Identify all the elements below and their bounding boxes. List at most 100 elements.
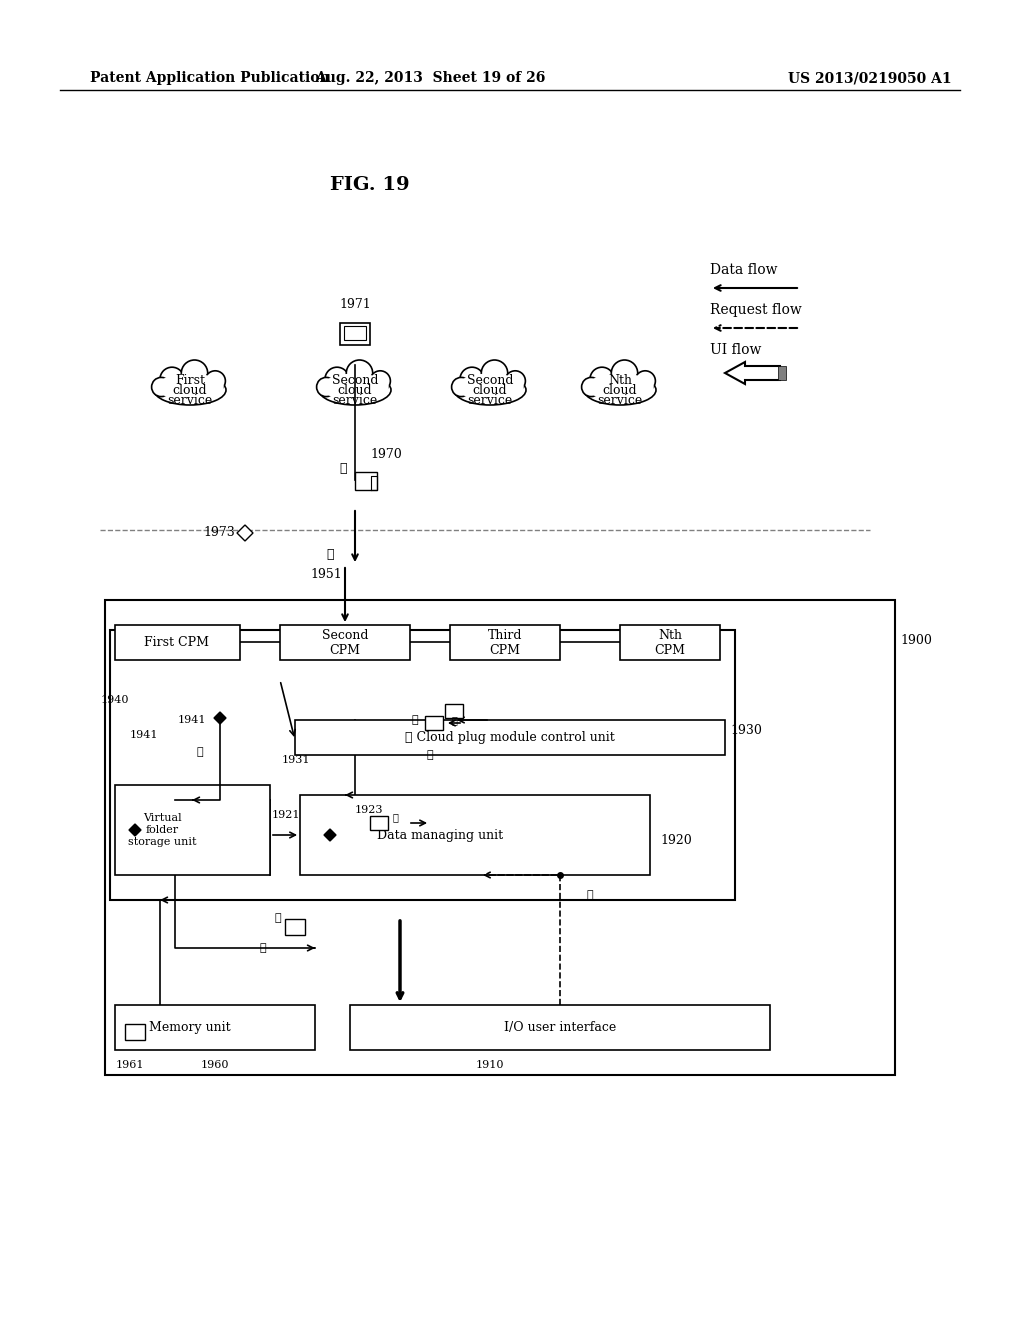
Text: ⓖ: ⓖ [197, 747, 204, 756]
Text: cloud: cloud [603, 384, 637, 396]
Polygon shape [324, 829, 336, 841]
Text: Second
CPM: Second CPM [322, 630, 369, 657]
Text: Ⓑ: Ⓑ [260, 942, 266, 953]
Ellipse shape [319, 375, 391, 405]
Text: Memory unit: Memory unit [150, 1020, 230, 1034]
FancyBboxPatch shape [350, 1005, 770, 1049]
Polygon shape [129, 824, 141, 836]
FancyBboxPatch shape [620, 624, 720, 660]
Circle shape [635, 371, 655, 391]
Text: 1971: 1971 [339, 298, 371, 312]
Ellipse shape [587, 374, 653, 400]
Ellipse shape [154, 375, 226, 405]
Bar [340, 323, 370, 345]
Ellipse shape [454, 375, 526, 405]
Text: service: service [167, 393, 213, 407]
Text: Nth
CPM: Nth CPM [654, 630, 685, 657]
Text: service: service [467, 393, 513, 407]
Text: Data flow: Data flow [710, 263, 777, 277]
Text: Ⓕ: Ⓕ [327, 549, 334, 561]
Circle shape [316, 378, 336, 396]
Text: Ⓑ: Ⓑ [392, 812, 398, 822]
FancyBboxPatch shape [115, 1005, 315, 1049]
Ellipse shape [457, 374, 523, 400]
Bar [285, 919, 305, 935]
Bar [125, 1024, 145, 1040]
Text: Aug. 22, 2013  Sheet 19 of 26: Aug. 22, 2013 Sheet 19 of 26 [314, 71, 545, 84]
Text: Ⓒ Cloud plug module control unit: Ⓒ Cloud plug module control unit [406, 730, 614, 743]
Ellipse shape [157, 374, 224, 400]
Text: 1920: 1920 [660, 833, 692, 846]
Text: 1960: 1960 [201, 1060, 229, 1071]
Circle shape [346, 360, 373, 387]
Polygon shape [214, 711, 226, 723]
FancyBboxPatch shape [450, 624, 560, 660]
Text: First: First [175, 374, 205, 387]
Text: 1921: 1921 [271, 810, 300, 820]
Text: 1923: 1923 [355, 805, 384, 814]
Text: Virtual
folder
storage unit: Virtual folder storage unit [128, 813, 197, 846]
Text: FIG. 19: FIG. 19 [330, 176, 410, 194]
Text: cloud: cloud [173, 384, 207, 396]
Text: 1961: 1961 [116, 1060, 144, 1071]
Circle shape [590, 367, 614, 391]
Text: Ⓒ: Ⓒ [451, 715, 457, 725]
Bar [778, 366, 786, 380]
Polygon shape [237, 525, 253, 541]
Ellipse shape [584, 375, 656, 405]
Circle shape [452, 378, 471, 396]
Text: Request flow: Request flow [710, 304, 802, 317]
FancyBboxPatch shape [115, 624, 240, 660]
Circle shape [611, 360, 638, 387]
Text: 1910: 1910 [476, 1060, 504, 1071]
Circle shape [460, 367, 484, 391]
Text: Second: Second [467, 374, 513, 387]
Text: Ⓒ: Ⓒ [339, 462, 347, 474]
Circle shape [181, 360, 208, 387]
Text: service: service [333, 393, 378, 407]
Bar [445, 704, 463, 718]
Text: cloud: cloud [473, 384, 507, 396]
Text: Second: Second [332, 374, 378, 387]
Text: ⓐ: ⓐ [587, 890, 593, 900]
Circle shape [505, 371, 525, 391]
FancyBboxPatch shape [295, 719, 725, 755]
Text: 1951: 1951 [310, 569, 342, 582]
Text: Data managing unit: Data managing unit [377, 829, 503, 842]
Text: 1941: 1941 [130, 730, 159, 741]
Circle shape [325, 367, 349, 391]
Text: 1970: 1970 [370, 449, 401, 462]
Text: Nth: Nth [608, 374, 632, 387]
Text: ⓗ: ⓗ [274, 913, 282, 923]
Text: 1900: 1900 [900, 634, 932, 647]
Circle shape [160, 367, 184, 391]
Circle shape [205, 371, 225, 391]
Text: US 2013/0219050 A1: US 2013/0219050 A1 [788, 71, 952, 84]
Text: cloud: cloud [338, 384, 373, 396]
Text: 1930: 1930 [730, 723, 762, 737]
Text: First CPM: First CPM [144, 636, 210, 649]
Text: Third
CPM: Third CPM [487, 630, 522, 657]
Circle shape [152, 378, 171, 396]
FancyBboxPatch shape [115, 785, 270, 875]
Circle shape [582, 378, 601, 396]
FancyArrow shape [725, 362, 780, 384]
Text: I/O user interface: I/O user interface [504, 1020, 616, 1034]
FancyBboxPatch shape [105, 601, 895, 1074]
Bar [355, 473, 377, 490]
Text: 1940: 1940 [100, 696, 129, 705]
Circle shape [481, 360, 508, 387]
Text: service: service [597, 393, 643, 407]
FancyBboxPatch shape [280, 624, 410, 660]
Ellipse shape [322, 374, 389, 400]
FancyBboxPatch shape [300, 795, 650, 875]
Text: 1973: 1973 [203, 527, 234, 540]
Text: 1941: 1941 [178, 715, 207, 725]
Bar [425, 715, 443, 730]
Circle shape [370, 371, 390, 391]
Text: Patent Application Publication: Patent Application Publication [90, 71, 330, 84]
Bar [370, 816, 388, 830]
Text: 1931: 1931 [282, 755, 310, 766]
Bar [344, 326, 366, 341]
Text: ⓓ: ⓓ [412, 715, 419, 725]
